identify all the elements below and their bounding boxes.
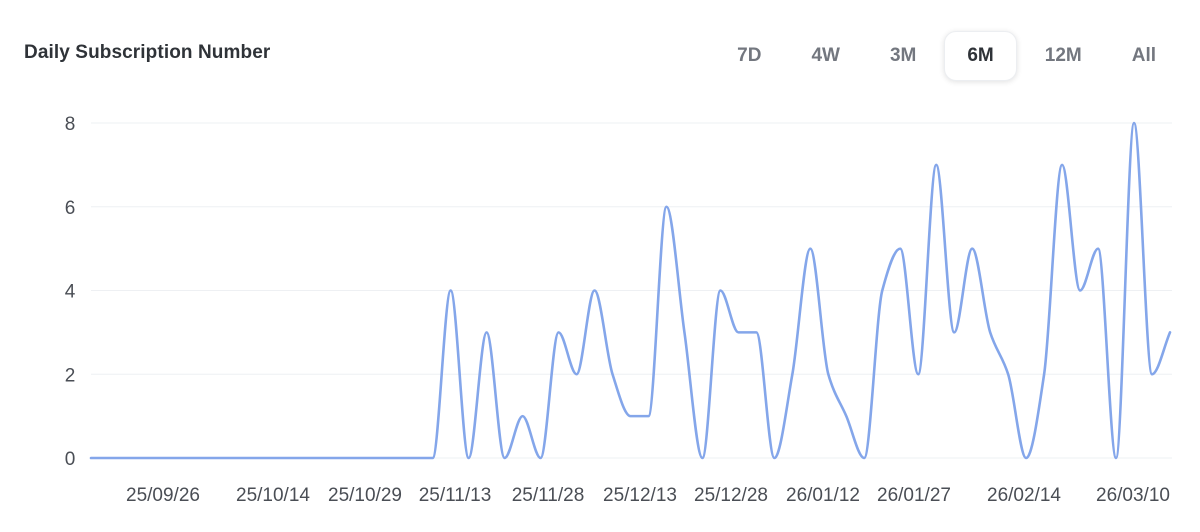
y-tick-label: 6 (65, 198, 76, 219)
x-tick-label: 26/02/14 (987, 485, 1061, 506)
x-tick-label: 25/10/29 (328, 485, 402, 506)
grid-layer (91, 122, 1172, 459)
y-axis: 0 2 4 6 8 (65, 114, 76, 470)
tab-all[interactable]: All (1131, 45, 1156, 66)
x-tick-label: 25/12/13 (603, 485, 677, 506)
series-line (89, 121, 1172, 460)
series-layer (89, 121, 1172, 460)
tab-12m[interactable]: 12M (1044, 45, 1082, 66)
x-tick-label: 26/01/27 (877, 485, 951, 506)
x-tick-label: 25/10/14 (236, 485, 310, 506)
tab-7d[interactable]: 7D (737, 45, 762, 66)
x-tick-label: 26/01/12 (786, 485, 860, 506)
x-tick-label: 25/11/13 (419, 485, 492, 506)
tab-3m[interactable]: 3M (889, 45, 917, 66)
y-tick-label: 0 (65, 449, 76, 470)
x-tick-label: 26/03/10 (1096, 485, 1170, 506)
range-tabs: 7D 4W 3M 6M 12M All (709, 30, 1178, 82)
x-tick-label: 25/12/28 (694, 485, 768, 506)
y-tick-label: 2 (65, 365, 76, 386)
x-tick-label: 25/09/26 (126, 485, 200, 506)
tab-6m[interactable]: 6M (944, 31, 1017, 81)
y-tick-label: 8 (65, 114, 76, 135)
tab-4w[interactable]: 4W (811, 45, 840, 66)
chart-title: Daily Subscription Number (24, 42, 271, 63)
x-axis: 25/09/26 25/10/14 25/10/29 25/11/13 25/11/28… (126, 485, 1170, 506)
y-tick-label: 4 (65, 282, 76, 303)
x-tick-label: 25/11/28 (512, 485, 585, 506)
